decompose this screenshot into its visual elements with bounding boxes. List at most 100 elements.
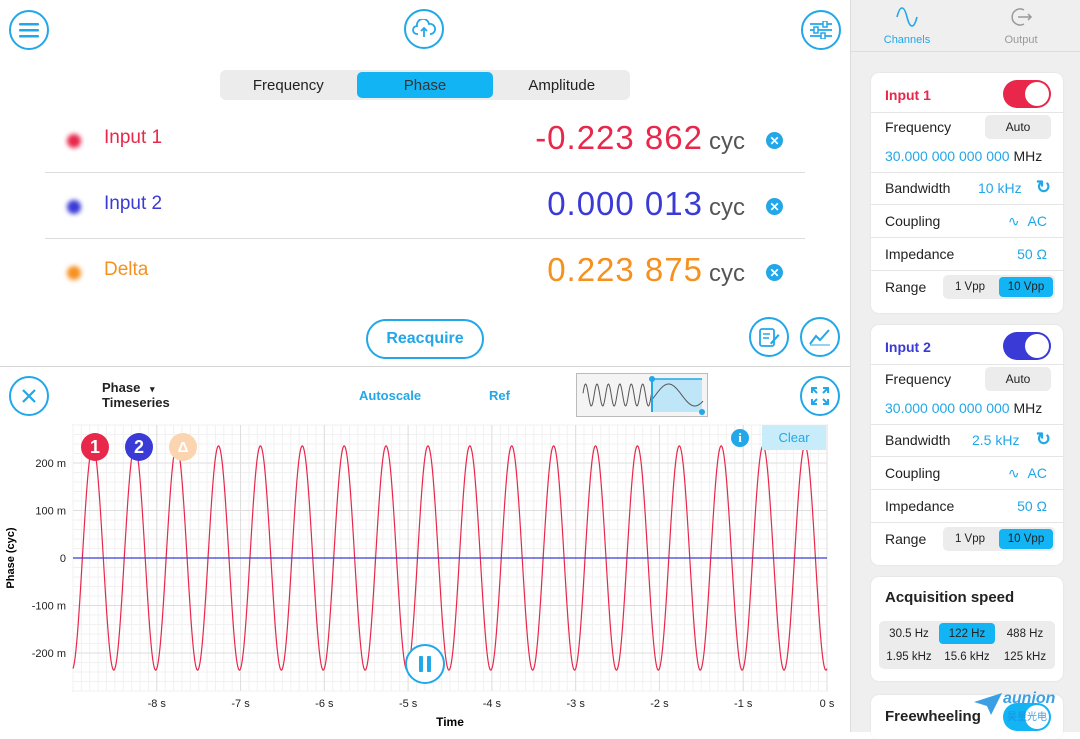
remove-readout-button[interactable]: ✕ bbox=[766, 264, 783, 281]
notes-button[interactable] bbox=[749, 317, 789, 357]
ac-wave-icon: ∿ bbox=[1007, 213, 1020, 229]
readout-value: 0.223 875 cyc bbox=[547, 251, 745, 288]
plot-selector-line2: Timeseries bbox=[102, 395, 170, 410]
acquisition-speed-options: 30.5 Hz 122 Hz 488 Hz 1.95 kHz 15.6 kHz … bbox=[879, 621, 1055, 669]
x-tick-label: -1 s bbox=[734, 698, 753, 710]
frequency-value[interactable]: 30.000 000 000 000 MHz bbox=[885, 400, 1043, 416]
card-divider bbox=[871, 237, 1063, 238]
tab-phase[interactable]: Phase bbox=[356, 72, 494, 98]
y-tick-label: 200 m bbox=[35, 458, 66, 470]
range-label: Range bbox=[885, 279, 927, 295]
range-option-10vpp[interactable]: 10 Vpp bbox=[999, 529, 1053, 549]
coupling-label: Coupling bbox=[885, 465, 941, 481]
pause-button[interactable] bbox=[405, 644, 445, 684]
remove-readout-button[interactable]: ✕ bbox=[766, 132, 783, 149]
autoscale-button[interactable]: Autoscale bbox=[359, 388, 422, 403]
series-input1-line bbox=[72, 445, 828, 671]
coupling-value[interactable]: ∿ AC bbox=[1007, 213, 1047, 229]
frequency-auto-button[interactable]: Auto bbox=[985, 367, 1051, 391]
impedance-value[interactable]: 50 Ω bbox=[1017, 498, 1047, 514]
frequency-label: Frequency bbox=[885, 119, 952, 135]
y-tick-label: 100 m bbox=[35, 506, 66, 518]
channel-enable-toggle[interactable] bbox=[1003, 332, 1051, 360]
acquisition-speed-card: Acquisition speed 30.5 Hz 122 Hz 488 Hz … bbox=[871, 577, 1063, 681]
speed-option[interactable]: 30.5 Hz bbox=[889, 627, 929, 640]
freewheeling-toggle[interactable] bbox=[1003, 703, 1051, 731]
input1-color-dot bbox=[67, 134, 81, 148]
right-sidebar: Channels Output Input 1 Frequency Auto 3… bbox=[850, 0, 1080, 739]
delta-badge[interactable]: Δ bbox=[169, 433, 197, 461]
sidebar-tab-output[interactable]: Output bbox=[989, 5, 1053, 46]
range-option-1vpp[interactable]: 1 Vpp bbox=[954, 533, 986, 545]
speed-option[interactable]: 125 kHz bbox=[1003, 650, 1047, 663]
chart-button[interactable] bbox=[800, 317, 840, 357]
tab-amplitude[interactable]: Amplitude bbox=[528, 76, 596, 94]
hamburger-icon bbox=[19, 23, 39, 38]
x-tick-label: -3 s bbox=[566, 698, 585, 710]
y-tick-label: 0 bbox=[60, 553, 66, 565]
bandwidth-value[interactable]: 10 kHz bbox=[978, 180, 1022, 196]
range-selector: 1 Vpp 10 Vpp bbox=[943, 527, 1055, 551]
reacquire-button[interactable]: Reacquire bbox=[366, 319, 484, 359]
channel-enable-toggle[interactable] bbox=[1003, 80, 1051, 108]
readout-row-input1: Input 1 -0.223 862 cyc ✕ bbox=[45, 107, 805, 173]
frequency-value[interactable]: 30.000 000 000 000 MHz bbox=[885, 148, 1043, 164]
input2-badge[interactable]: 2 bbox=[125, 433, 153, 461]
refresh-icon[interactable]: ↻ bbox=[1035, 177, 1051, 197]
channel-title: Input 1 bbox=[885, 87, 931, 103]
readout-value: 0.000 013 cyc bbox=[547, 185, 745, 222]
close-plot-button[interactable] bbox=[9, 376, 49, 416]
impedance-label: Impedance bbox=[885, 498, 955, 514]
x-tick-label: -2 s bbox=[650, 698, 669, 710]
sine-wave-icon bbox=[896, 7, 918, 27]
card-divider bbox=[871, 364, 1063, 365]
clear-button[interactable]: Clear bbox=[762, 425, 826, 450]
remove-readout-button[interactable]: ✕ bbox=[766, 198, 783, 215]
card-divider bbox=[871, 172, 1063, 173]
channel-card-input1: Input 1 Frequency Auto 30.000 000 000 00… bbox=[871, 73, 1063, 313]
sidebar-tab-channels[interactable]: Channels bbox=[875, 5, 939, 46]
x-tick-label: -5 s bbox=[399, 698, 418, 710]
paper-plane-logo-icon bbox=[974, 693, 1002, 715]
readout-row-input2: Input 2 0.000 013 cyc ✕ bbox=[45, 173, 805, 239]
sliders-icon bbox=[810, 21, 832, 39]
plot-type-selector[interactable]: Phase ▾ Timeseries bbox=[102, 381, 170, 410]
card-divider bbox=[871, 270, 1063, 271]
bandwidth-value[interactable]: 2.5 kHz bbox=[972, 432, 1020, 448]
x-tick-label: -8 s bbox=[148, 698, 167, 710]
watermark-text: aunion bbox=[1003, 690, 1056, 707]
coupling-value[interactable]: ∿ AC bbox=[1007, 465, 1047, 481]
frequency-auto-button[interactable]: Auto bbox=[985, 115, 1051, 139]
sidebar-tab-label: Output bbox=[1004, 34, 1038, 46]
x-axis-label: Time bbox=[436, 715, 464, 729]
info-icon[interactable]: i bbox=[731, 429, 749, 447]
menu-button[interactable] bbox=[9, 10, 49, 50]
cloud-upload-button[interactable] bbox=[404, 9, 444, 49]
minimap-wave bbox=[582, 376, 705, 415]
trend-line-icon bbox=[809, 329, 830, 346]
overview-minimap[interactable] bbox=[576, 373, 708, 417]
speed-option[interactable]: 122 Hz bbox=[939, 623, 995, 644]
speed-option[interactable]: 1.95 kHz bbox=[886, 650, 932, 663]
readout-name: Input 2 bbox=[104, 193, 163, 214]
tab-frequency[interactable]: Frequency bbox=[252, 76, 324, 94]
card-divider bbox=[871, 489, 1063, 490]
x-tick-label: -6 s bbox=[315, 698, 334, 710]
speed-option[interactable]: 488 Hz bbox=[1006, 627, 1044, 640]
section-divider bbox=[0, 366, 850, 367]
range-option-10vpp[interactable]: 10 Vpp bbox=[999, 277, 1053, 297]
y-tick-label: -100 m bbox=[32, 601, 66, 613]
settings-sliders-button[interactable] bbox=[801, 10, 841, 50]
readout-name: Delta bbox=[104, 259, 149, 280]
expand-button[interactable] bbox=[800, 376, 840, 416]
input1-badge[interactable]: 1 bbox=[81, 433, 109, 461]
readout-row-delta: Delta 0.223 875 cyc ✕ bbox=[45, 239, 805, 305]
range-option-1vpp[interactable]: 1 Vpp bbox=[954, 281, 986, 293]
impedance-value[interactable]: 50 Ω bbox=[1017, 246, 1047, 262]
freewheeling-label: Freewheeling bbox=[885, 708, 981, 725]
refresh-icon[interactable]: ↻ bbox=[1035, 429, 1051, 449]
bandwidth-label: Bandwidth bbox=[885, 180, 951, 196]
input2-color-dot bbox=[67, 200, 81, 214]
speed-option[interactable]: 15.6 kHz bbox=[944, 650, 990, 663]
ref-button[interactable]: Ref bbox=[489, 388, 510, 403]
